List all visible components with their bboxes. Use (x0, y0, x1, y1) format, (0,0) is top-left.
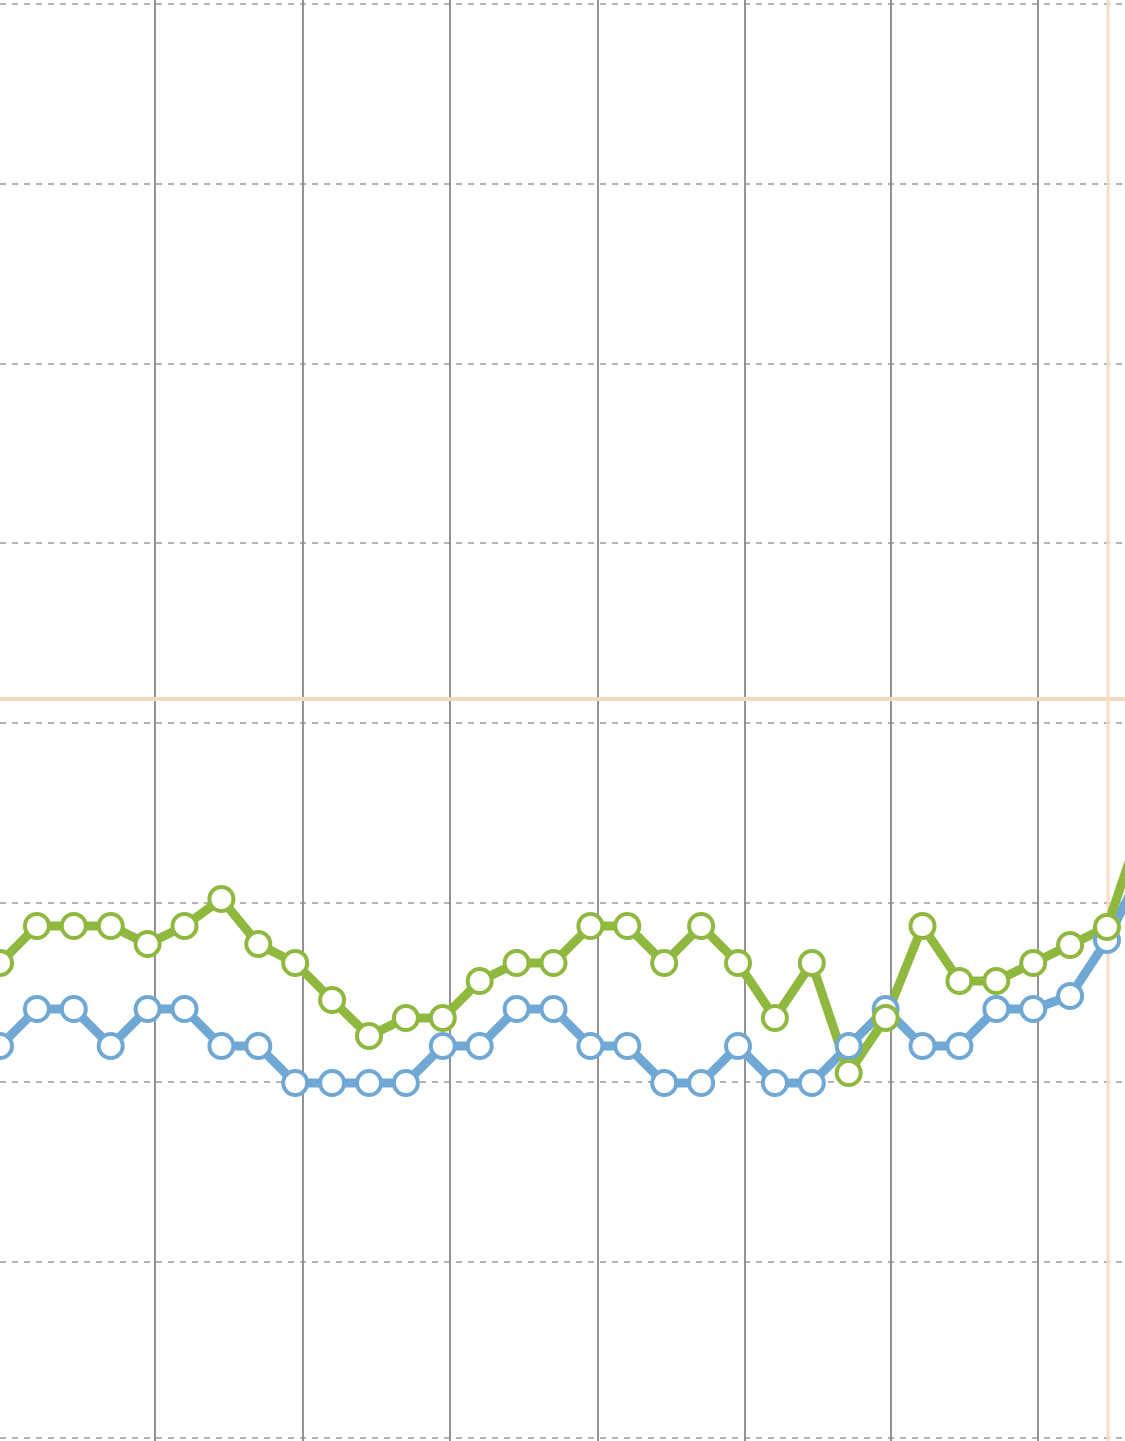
green-series-marker (724, 949, 752, 977)
blue-series-marker (797, 1069, 826, 1097)
blue-series-marker (576, 1032, 605, 1060)
green-series-marker (797, 949, 826, 977)
green-series-marker (281, 949, 310, 977)
green-series-marker (318, 986, 347, 1014)
blue-series-marker (355, 1069, 383, 1097)
blue-series-marker (465, 1032, 494, 1060)
blue-series-marker (613, 1032, 642, 1060)
blue-series-marker (96, 1032, 125, 1060)
blue-series-marker (428, 1032, 457, 1060)
green-series-marker (650, 949, 679, 977)
green-series-marker (1019, 949, 1048, 977)
blue-series-marker (834, 1032, 863, 1060)
green-series-marker (391, 1004, 420, 1032)
green-series-marker (22, 912, 51, 940)
green-series-marker (760, 1004, 789, 1032)
blue-series-marker (318, 1069, 347, 1097)
green-series-marker (871, 1004, 900, 1032)
blue-series-marker (1019, 995, 1048, 1023)
green-series-marker (687, 912, 716, 940)
blue-series-marker (0, 1032, 14, 1060)
green-series-marker (908, 912, 937, 940)
blue-series-marker (281, 1069, 310, 1097)
green-series-marker (133, 930, 162, 958)
green-series-marker (945, 967, 974, 995)
blue-series-marker (650, 1069, 679, 1097)
green-series-marker (502, 949, 531, 977)
green-series-marker (834, 1059, 863, 1087)
green-series-marker (576, 912, 605, 940)
series-lines (0, 859, 1125, 1088)
green-series-marker (355, 1022, 383, 1050)
blue-series-marker (244, 1032, 273, 1060)
green-series-marker (1056, 931, 1085, 959)
blue-series-marker (945, 1032, 974, 1060)
blue-series-marker (687, 1069, 716, 1097)
blue-series-marker (760, 1069, 789, 1097)
series-markers (0, 885, 1121, 1097)
blue-series-marker (207, 1032, 236, 1060)
green-series-marker (428, 1004, 457, 1032)
blue-series-marker (133, 995, 162, 1023)
blue-series-marker (982, 995, 1011, 1023)
blue-series-marker (724, 1032, 752, 1060)
green-series-marker (982, 967, 1011, 995)
green-series-marker (170, 912, 199, 940)
green-series-marker (539, 949, 568, 977)
green-series-marker (207, 885, 236, 913)
green-series-marker (613, 912, 642, 940)
green-series-marker (59, 912, 88, 940)
gridlines-vertical (154, 0, 1039, 1441)
gridlines-horizontal (0, 3, 1125, 1439)
blue-series-marker (539, 995, 568, 1023)
green-series-marker (1093, 913, 1121, 941)
green-series-marker (96, 912, 125, 940)
blue-series-marker (170, 995, 199, 1023)
blue-series-marker (391, 1069, 420, 1097)
green-series-marker (0, 949, 14, 977)
green-series-marker (244, 930, 273, 958)
blue-series-marker (22, 995, 51, 1023)
blue-series-marker (502, 995, 531, 1023)
green-series-marker (465, 967, 494, 995)
blue-series-marker (1056, 982, 1085, 1010)
blue-series-marker (908, 1032, 937, 1060)
blue-series-marker (59, 995, 88, 1023)
